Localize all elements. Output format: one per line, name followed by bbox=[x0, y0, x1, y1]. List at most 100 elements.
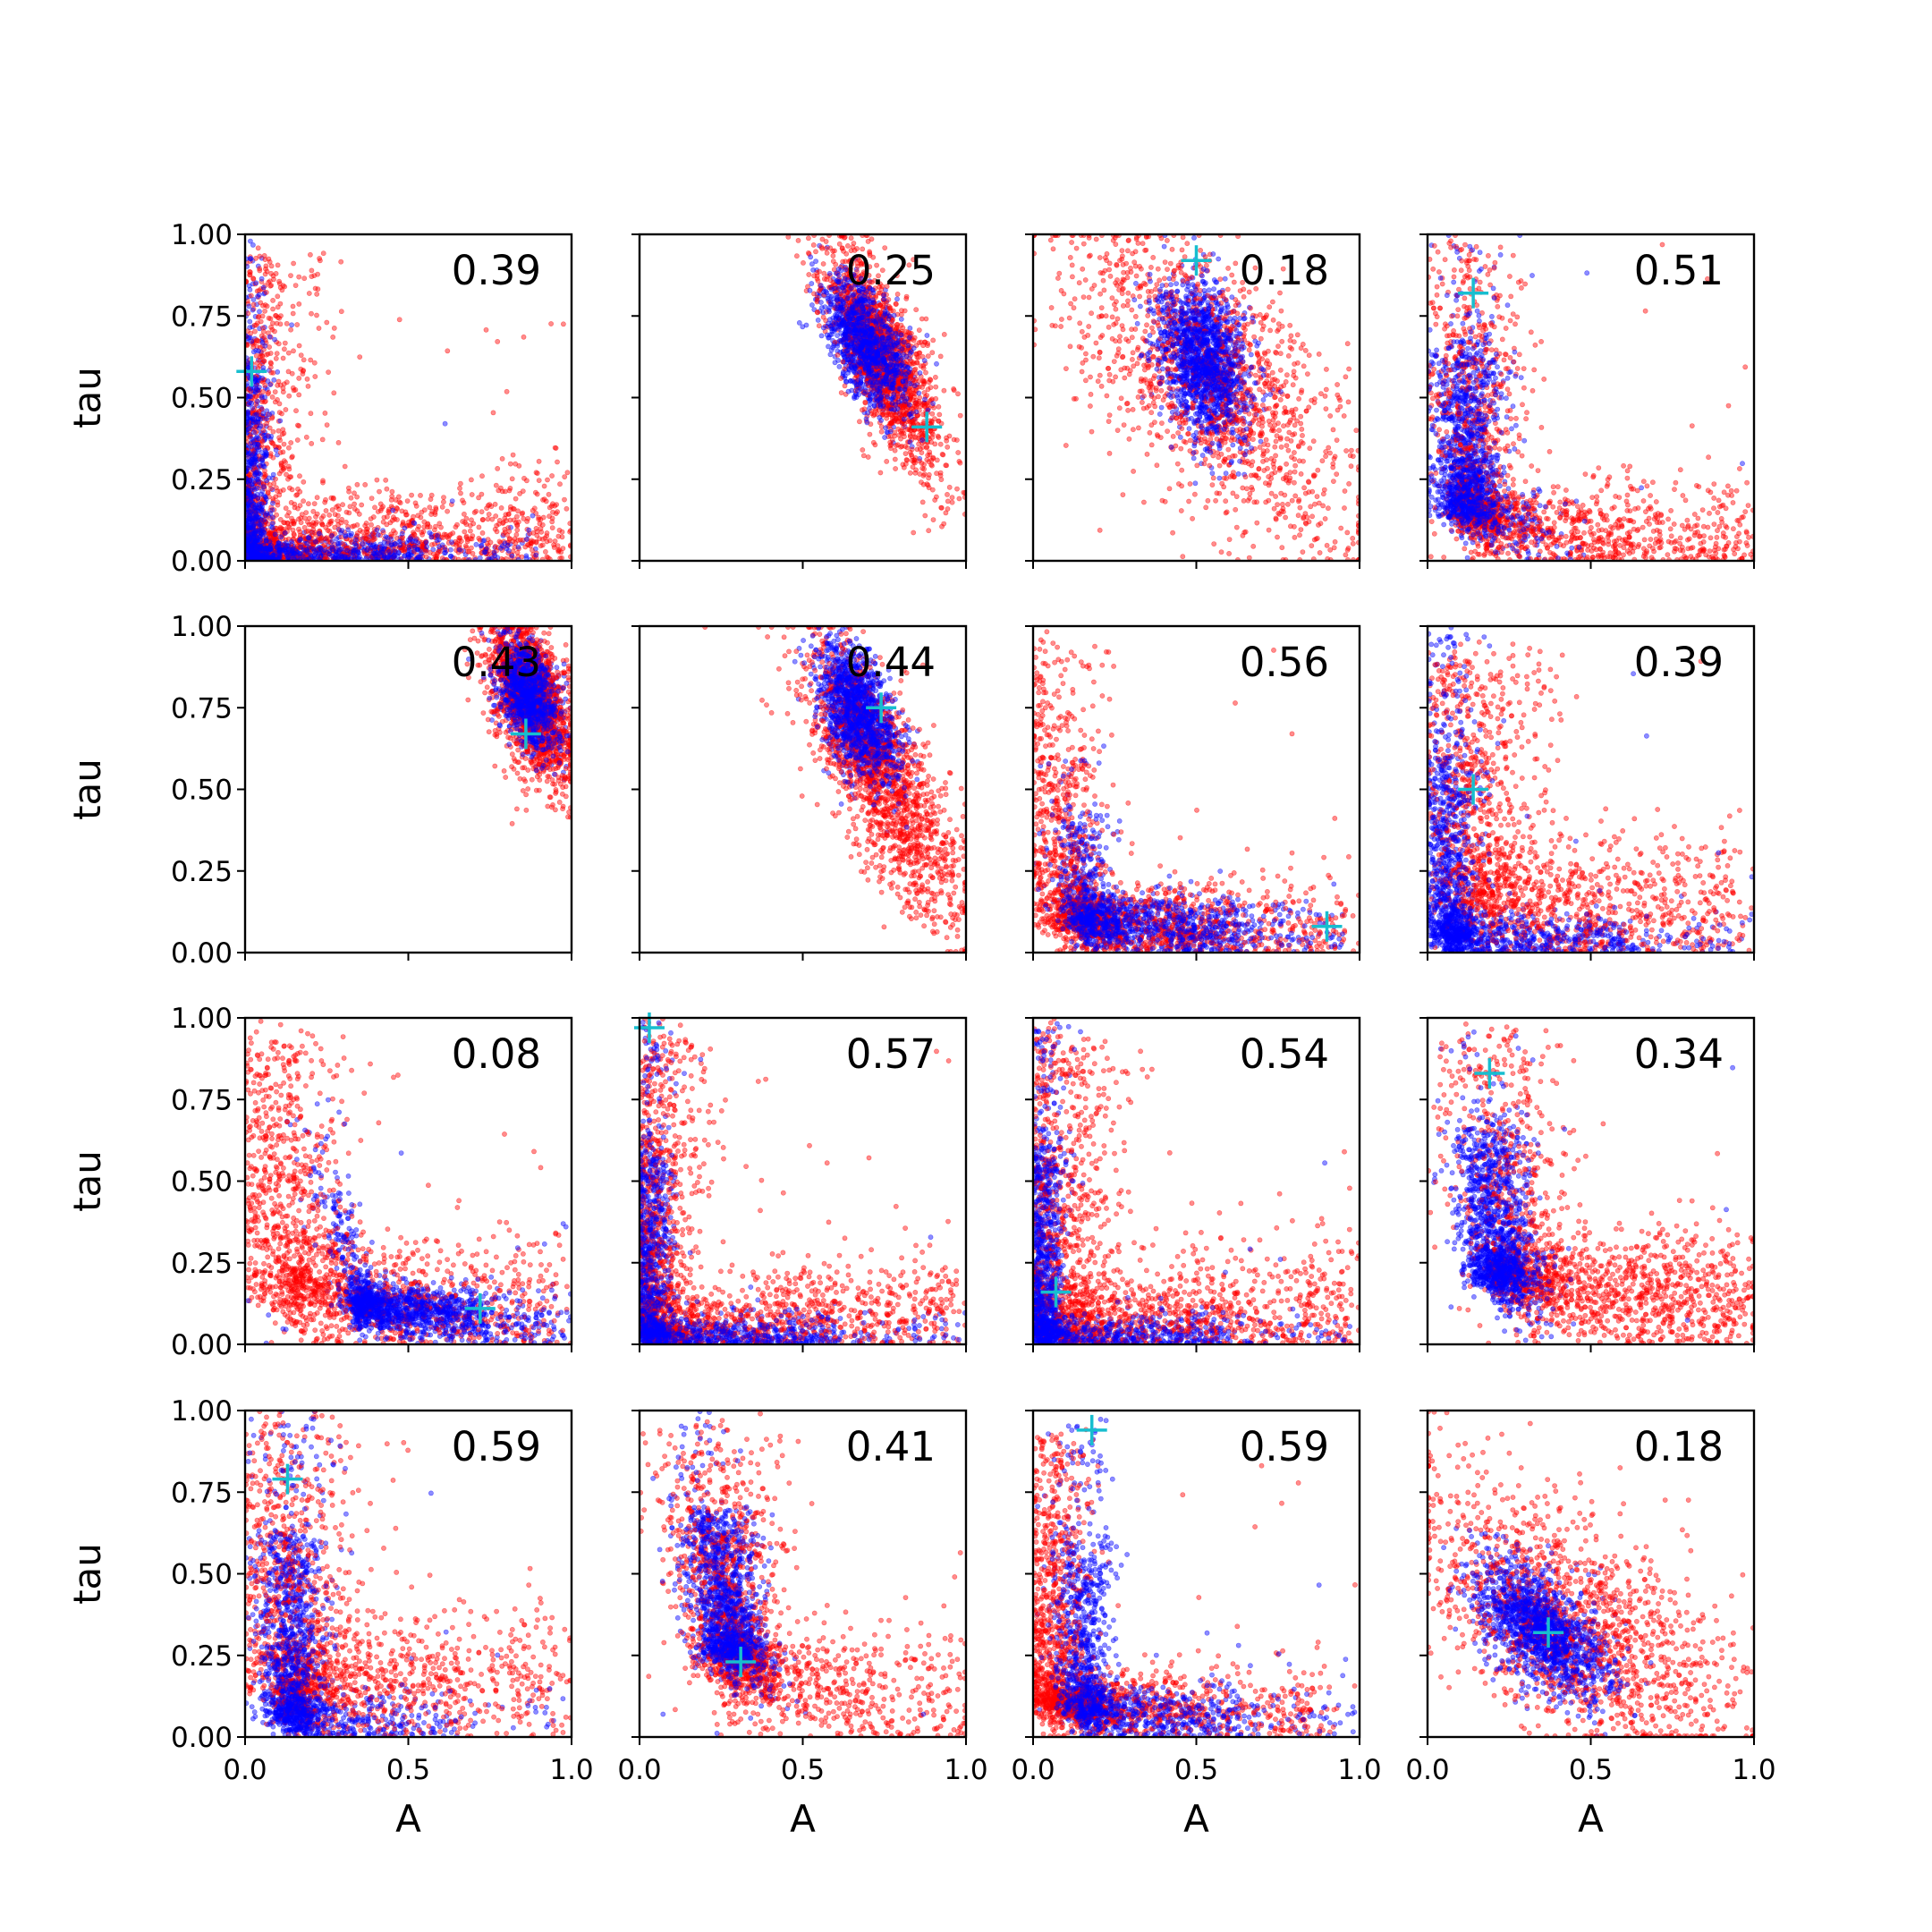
data-point bbox=[385, 540, 391, 547]
data-point bbox=[305, 383, 311, 389]
data-point bbox=[955, 391, 961, 397]
data-point bbox=[307, 251, 313, 258]
data-point bbox=[397, 542, 403, 548]
data-point bbox=[249, 454, 255, 461]
data-point bbox=[932, 497, 938, 503]
data-point bbox=[263, 512, 269, 518]
data-point bbox=[331, 325, 337, 331]
data-point bbox=[385, 535, 390, 540]
data-point bbox=[290, 385, 296, 391]
data-point bbox=[541, 496, 547, 502]
data-point bbox=[547, 513, 552, 520]
data-point bbox=[296, 274, 302, 280]
data-point bbox=[375, 532, 381, 538]
data-point bbox=[314, 554, 320, 560]
data-point bbox=[937, 441, 944, 447]
data-point bbox=[462, 529, 468, 535]
data-point bbox=[274, 320, 280, 326]
data-point bbox=[494, 522, 500, 529]
data-point bbox=[504, 388, 510, 394]
data-point bbox=[914, 360, 920, 365]
data-point bbox=[270, 454, 276, 461]
data-point bbox=[423, 554, 429, 560]
data-point bbox=[469, 477, 474, 483]
data-point bbox=[251, 429, 257, 436]
data-point bbox=[828, 347, 835, 353]
data-point bbox=[267, 351, 274, 356]
data-point bbox=[929, 487, 936, 493]
data-point bbox=[900, 462, 906, 468]
data-point bbox=[479, 473, 485, 479]
data-point bbox=[815, 278, 821, 284]
data-point bbox=[248, 546, 254, 551]
data-point bbox=[383, 555, 388, 561]
data-point bbox=[564, 505, 570, 512]
data-point bbox=[268, 270, 274, 276]
data-point bbox=[249, 460, 255, 466]
data-point bbox=[916, 327, 922, 333]
data-point bbox=[827, 352, 834, 358]
data-point bbox=[280, 389, 286, 395]
data-point bbox=[827, 245, 834, 251]
data-point bbox=[276, 281, 283, 286]
data-point bbox=[254, 320, 260, 326]
data-point bbox=[270, 297, 275, 303]
data-point bbox=[810, 242, 817, 248]
data-point bbox=[957, 460, 963, 466]
data-point bbox=[261, 484, 267, 490]
data-point bbox=[251, 471, 258, 478]
data-point bbox=[559, 555, 564, 561]
data-point bbox=[449, 539, 454, 545]
data-point bbox=[272, 399, 278, 405]
data-point bbox=[546, 491, 552, 497]
data-point bbox=[248, 256, 254, 261]
data-point bbox=[509, 476, 515, 482]
data-point bbox=[523, 555, 530, 561]
data-point bbox=[335, 548, 342, 555]
data-point bbox=[481, 538, 487, 544]
data-point bbox=[285, 445, 292, 451]
data-point bbox=[250, 522, 257, 528]
data-point bbox=[895, 426, 902, 432]
data-point bbox=[543, 549, 548, 555]
data-point bbox=[919, 450, 925, 455]
data-point bbox=[390, 507, 396, 513]
data-point bbox=[555, 548, 562, 555]
data-point bbox=[284, 320, 290, 326]
data-point bbox=[268, 433, 275, 439]
correlation-label: 0.39 bbox=[452, 247, 541, 294]
data-point bbox=[320, 250, 326, 257]
data-point bbox=[363, 526, 369, 532]
data-point bbox=[381, 546, 386, 552]
data-point bbox=[309, 440, 315, 446]
data-point bbox=[271, 480, 277, 487]
data-point bbox=[817, 268, 822, 275]
data-point bbox=[250, 297, 257, 302]
data-point bbox=[354, 530, 360, 536]
data-point bbox=[530, 547, 535, 553]
data-point bbox=[262, 271, 268, 277]
data-point bbox=[520, 510, 526, 516]
data-point bbox=[396, 317, 402, 323]
data-point bbox=[559, 534, 565, 540]
data-point bbox=[395, 549, 402, 555]
data-point bbox=[562, 496, 567, 503]
data-point bbox=[494, 529, 500, 535]
data-point bbox=[259, 360, 266, 367]
data-point bbox=[557, 481, 563, 487]
data-point bbox=[258, 505, 265, 512]
data-point bbox=[263, 550, 269, 555]
data-point bbox=[252, 441, 258, 447]
data-point bbox=[899, 311, 904, 318]
data-point bbox=[884, 459, 890, 464]
data-point bbox=[258, 394, 265, 401]
data-point bbox=[534, 470, 540, 476]
data-point bbox=[945, 492, 950, 497]
data-point bbox=[301, 275, 308, 282]
data-point bbox=[359, 541, 365, 547]
data-point bbox=[343, 532, 349, 538]
data-point bbox=[436, 544, 442, 550]
data-point bbox=[301, 368, 306, 373]
data-point bbox=[500, 531, 506, 537]
data-point bbox=[860, 453, 867, 459]
